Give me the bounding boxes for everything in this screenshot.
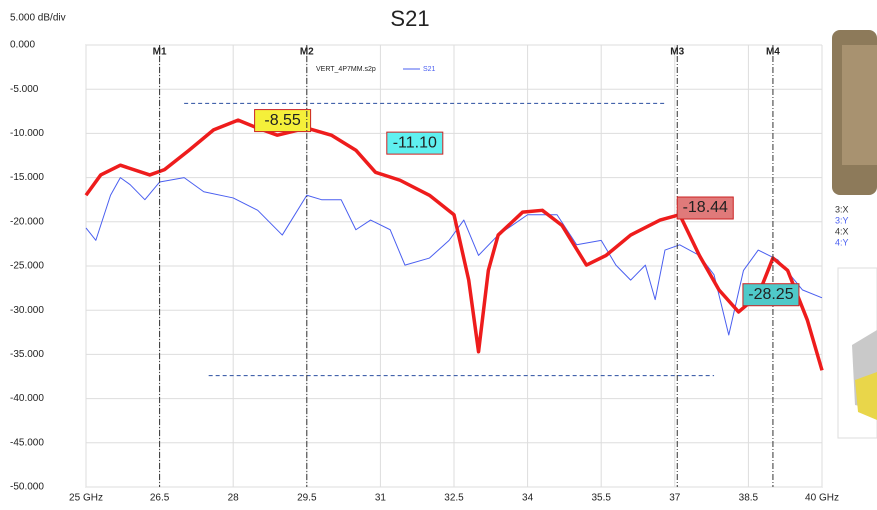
marker-value: -28.25	[748, 286, 793, 303]
side-label: 3:Y	[835, 215, 849, 225]
y-tick-label: -30.000	[10, 305, 44, 316]
x-tick-label: 35.5	[591, 493, 611, 504]
x-tick-label: 31	[375, 493, 387, 504]
y-tick-label: -15.000	[10, 172, 44, 183]
scale-label: 5.000 dB/div	[10, 13, 66, 24]
marker-value: -18.44	[683, 199, 728, 216]
marker-value: -11.10	[393, 134, 437, 151]
chart-title: S21	[390, 6, 429, 31]
x-tick-label: 34	[522, 493, 534, 504]
side-label: 4:X	[835, 226, 849, 236]
photo-detail	[842, 45, 877, 165]
marker-label: M3	[670, 47, 684, 58]
y-tick-label: -10.000	[10, 128, 44, 139]
x-tick-label: 38.5	[739, 493, 759, 504]
x-tick-label: 25 GHz	[69, 493, 103, 504]
y-tick-label: -5.000	[10, 84, 39, 95]
y-tick-label: -20.000	[10, 216, 44, 227]
chart: 5.000 dB/div S21 VERT_4P7MM.s2p S21 0.00…	[0, 0, 877, 510]
x-tick-label: 37	[669, 493, 681, 504]
marker-label: M1	[153, 47, 167, 58]
page: 5.000 dB/div S21 VERT_4P7MM.s2p S21 0.00…	[0, 0, 877, 510]
y-tick-label: -50.000	[10, 482, 44, 493]
legend-file: VERT_4P7MM.s2p	[316, 66, 376, 73]
marker-label: M2	[300, 47, 314, 58]
x-tick-label: 32.5	[444, 493, 464, 504]
y-tick-label: -25.000	[10, 261, 44, 272]
side-label: 4:Y	[835, 237, 849, 247]
legend-label: S21	[423, 66, 436, 73]
x-tick-label: 40 GHz	[805, 493, 839, 504]
x-tick-label: 26.5	[150, 493, 170, 504]
y-tick-label: -45.000	[10, 437, 44, 448]
x-tick-label: 28	[228, 493, 240, 504]
y-tick-label: 0.000	[10, 40, 35, 51]
x-tick-label: 29.5	[297, 493, 317, 504]
side-label: 3:X	[835, 204, 849, 214]
y-tick-label: -40.000	[10, 393, 44, 404]
marker-value: -8.55	[264, 112, 301, 129]
marker-label: M4	[766, 47, 780, 58]
y-tick-label: -35.000	[10, 349, 44, 360]
